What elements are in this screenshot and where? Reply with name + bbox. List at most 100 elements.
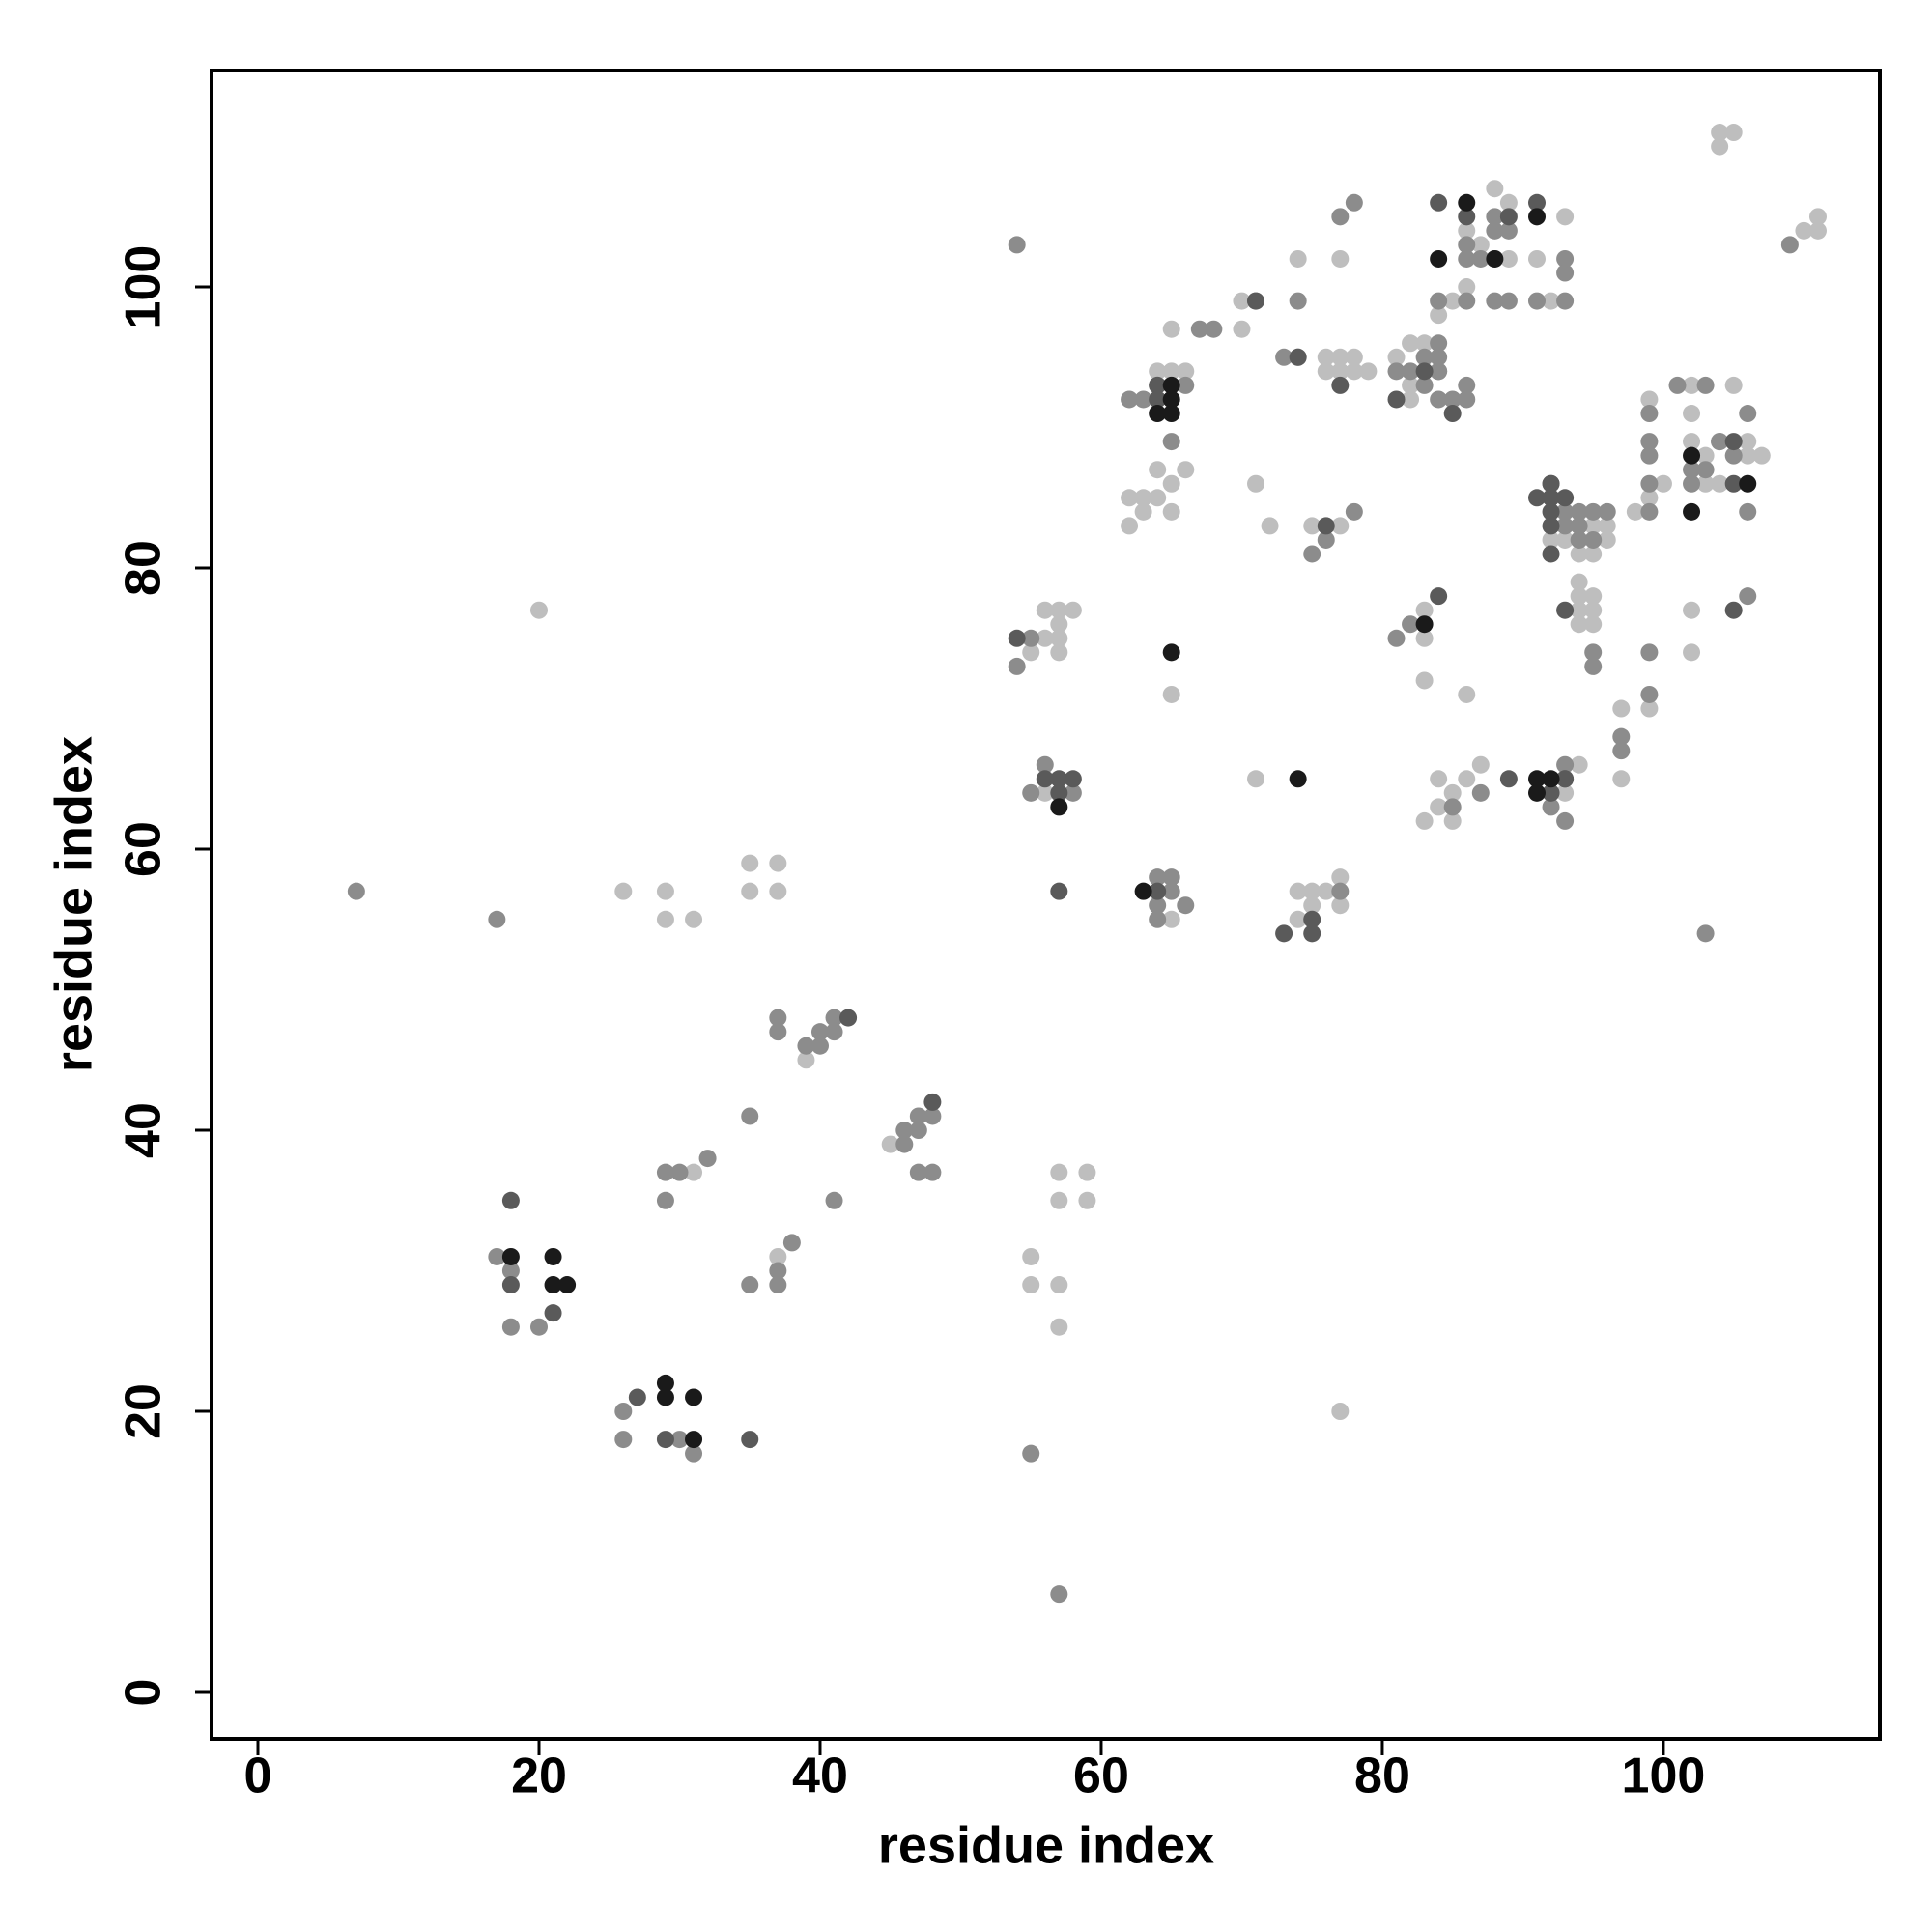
plot-frame [210, 69, 1882, 1741]
point [1458, 685, 1476, 703]
point [1430, 362, 1448, 381]
point [544, 1276, 562, 1294]
point [923, 1163, 942, 1181]
point [1331, 249, 1350, 268]
point [1078, 1163, 1096, 1181]
point [1303, 924, 1321, 943]
point [544, 1304, 562, 1322]
point [1430, 306, 1448, 325]
point [1739, 587, 1757, 606]
point [1683, 376, 1701, 394]
point [1036, 783, 1054, 802]
point [1022, 1247, 1040, 1265]
point [558, 1276, 577, 1294]
point [1149, 461, 1167, 479]
point [1430, 348, 1448, 366]
point [1584, 601, 1603, 619]
point [1640, 474, 1659, 493]
point [1064, 770, 1082, 788]
point [1317, 362, 1335, 381]
point [1640, 489, 1659, 507]
point [1162, 910, 1180, 928]
point [1808, 208, 1827, 226]
point [1050, 1191, 1068, 1209]
point [1050, 798, 1068, 816]
point [1696, 376, 1715, 394]
point [1570, 545, 1588, 563]
point [656, 1388, 674, 1406]
point [656, 1431, 674, 1449]
point [769, 854, 787, 872]
point [909, 1122, 927, 1140]
point [1527, 489, 1546, 507]
point [1261, 517, 1279, 535]
point [656, 910, 674, 928]
point [656, 1191, 674, 1209]
point [1527, 208, 1546, 226]
point [1289, 882, 1307, 900]
point [1387, 348, 1406, 366]
point [1022, 1276, 1040, 1294]
point [1584, 502, 1603, 521]
point [769, 1262, 787, 1280]
point [614, 882, 633, 900]
point [656, 882, 674, 900]
point [1177, 461, 1195, 479]
point [1134, 502, 1152, 521]
point [810, 1023, 829, 1041]
point [544, 1247, 562, 1265]
point [501, 1191, 520, 1209]
point [741, 1276, 759, 1294]
point [1303, 545, 1321, 563]
point [1739, 433, 1757, 451]
point [1149, 896, 1167, 915]
point [1542, 292, 1560, 310]
point [1739, 502, 1757, 521]
point [1430, 587, 1448, 606]
point [825, 1191, 843, 1209]
x-tick-label: 60 [1073, 1748, 1129, 1804]
point [1008, 657, 1026, 675]
point [769, 1276, 787, 1294]
point [1471, 755, 1490, 774]
point [1149, 489, 1167, 507]
point [1121, 517, 1139, 535]
point [1556, 530, 1575, 549]
point [1654, 474, 1672, 493]
point [1345, 348, 1363, 366]
point [1542, 489, 1560, 507]
point [1499, 770, 1518, 788]
point [1415, 376, 1434, 394]
point [1570, 755, 1588, 774]
point [909, 1107, 927, 1125]
point [1598, 530, 1616, 549]
point [1696, 446, 1715, 465]
point [1724, 433, 1743, 451]
point [1640, 502, 1659, 521]
point [1458, 208, 1476, 226]
point [1331, 376, 1350, 394]
point [1584, 643, 1603, 662]
point [1458, 249, 1476, 268]
point [1556, 292, 1575, 310]
point [1739, 446, 1757, 465]
point [881, 1135, 899, 1153]
point [769, 882, 787, 900]
point [1149, 868, 1167, 887]
point [1711, 137, 1729, 156]
point [1724, 474, 1743, 493]
point [1499, 221, 1518, 240]
point [1499, 208, 1518, 226]
point [769, 1009, 787, 1027]
point [1430, 249, 1448, 268]
point [488, 1247, 506, 1265]
point [1022, 643, 1040, 662]
point [1430, 390, 1448, 409]
point [1527, 249, 1546, 268]
point [1542, 517, 1560, 535]
point [1556, 517, 1575, 535]
point [1331, 896, 1350, 915]
point [1808, 221, 1827, 240]
point [1527, 292, 1546, 310]
